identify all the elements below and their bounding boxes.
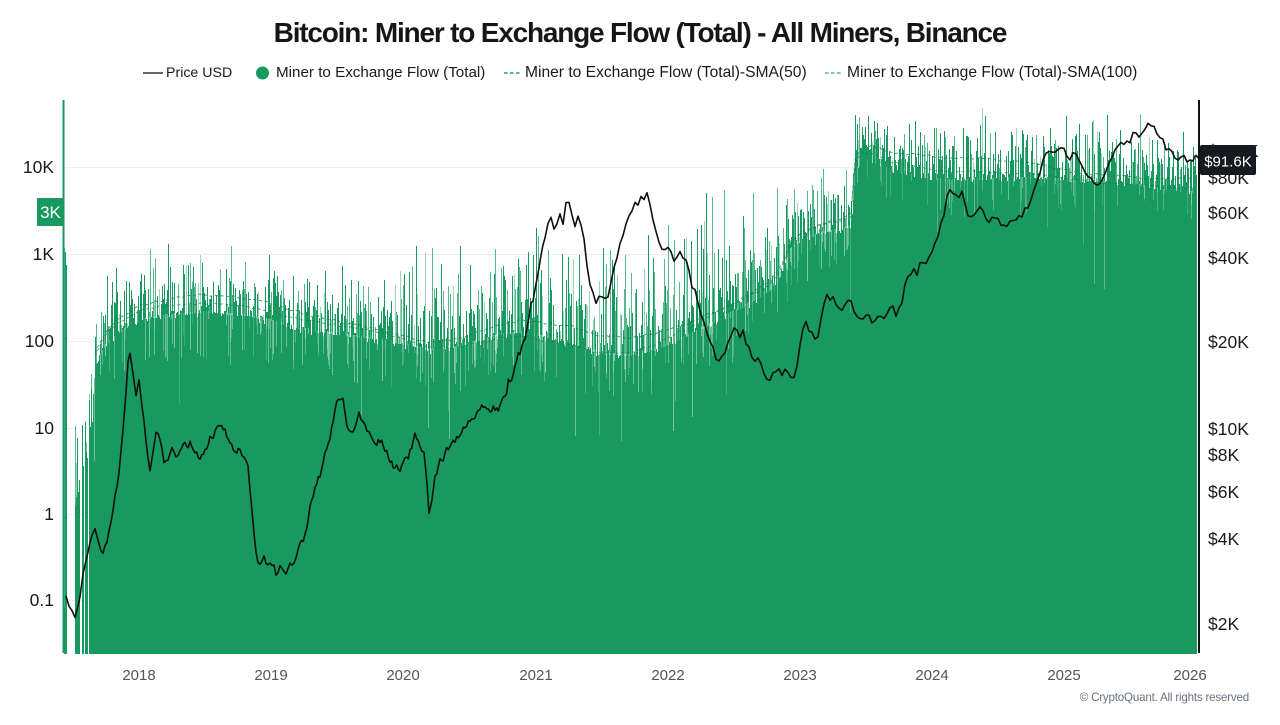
svg-text:© CryptoQuant. All rights rese: © CryptoQuant. All rights reserved — [1080, 691, 1249, 704]
svg-text:2024: 2024 — [915, 667, 948, 684]
svg-text:$10K: $10K — [1208, 419, 1249, 439]
svg-text:100: 100 — [25, 331, 54, 351]
svg-text:$60K: $60K — [1208, 203, 1249, 223]
svg-text:$2K: $2K — [1208, 614, 1239, 634]
svg-text:1: 1 — [44, 504, 54, 524]
svg-text:10K: 10K — [23, 157, 54, 177]
svg-text:1K: 1K — [33, 244, 55, 264]
svg-text:$20K: $20K — [1208, 332, 1249, 352]
svg-text:$6K: $6K — [1208, 482, 1239, 502]
svg-text:2019: 2019 — [254, 667, 287, 684]
svg-text:10: 10 — [35, 418, 55, 438]
svg-text:$4K: $4K — [1208, 529, 1239, 549]
svg-text:2025: 2025 — [1047, 667, 1080, 684]
svg-text:2021: 2021 — [519, 667, 552, 684]
svg-text:2023: 2023 — [783, 667, 816, 684]
svg-text:2026: 2026 — [1173, 667, 1206, 684]
svg-text:0.1: 0.1 — [30, 590, 54, 610]
svg-text:$8K: $8K — [1208, 445, 1239, 465]
svg-text:$91.6K: $91.6K — [1204, 154, 1252, 171]
svg-text:2020: 2020 — [386, 667, 419, 684]
svg-text:2018: 2018 — [122, 667, 155, 684]
svg-text:3K: 3K — [40, 203, 61, 222]
svg-text:$40K: $40K — [1208, 248, 1249, 268]
svg-text:2022: 2022 — [651, 667, 684, 684]
